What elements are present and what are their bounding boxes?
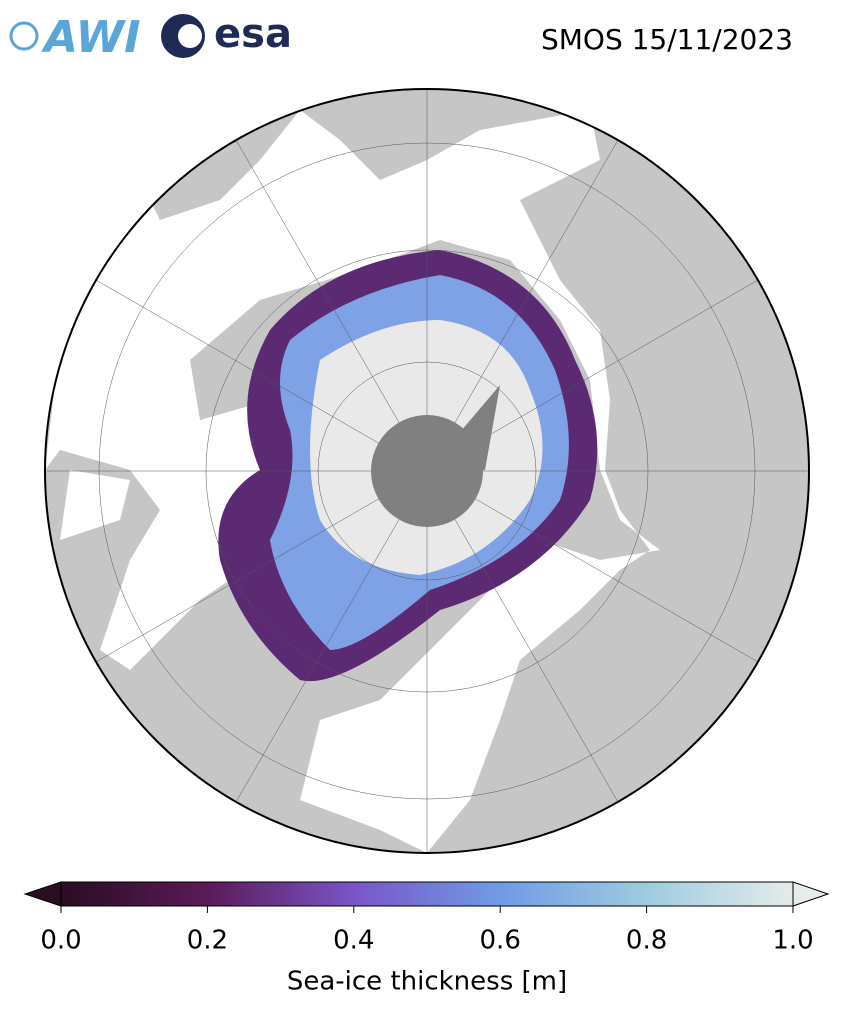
map-boundary [44,88,810,854]
awi-text: AWI [41,12,141,63]
colorbar: 0.0 0.2 0.4 0.6 0.8 1.0 [23,881,830,956]
greenland [190,570,320,710]
esa-logo: esa [161,11,292,58]
esa-text: esa [214,11,292,57]
colorbar-label: Sea-ice thickness [m] [287,967,567,997]
colorbar-tick-label: 1.0 [772,926,813,956]
esa-icon-inner [178,24,202,48]
title: SMOS 15/11/2023 [541,23,793,56]
pole-hole [371,415,483,527]
colorbar-tick-label: 0.2 [187,926,228,956]
colorbar-tick-label: 0.0 [40,926,81,956]
colorbar-tick-label: 0.8 [626,926,667,956]
colorbar-bar [60,881,794,907]
colorbar-extend-low [23,881,62,907]
colorbar-tick-label: 0.6 [480,926,521,956]
awi-logo: AWI [9,12,141,63]
awi-icon [9,21,39,51]
colorbar-extend-high [792,881,830,907]
colorbar-tick-label: 0.4 [333,926,374,956]
ocean [60,470,130,540]
map [45,89,809,853]
ocean [45,110,660,853]
